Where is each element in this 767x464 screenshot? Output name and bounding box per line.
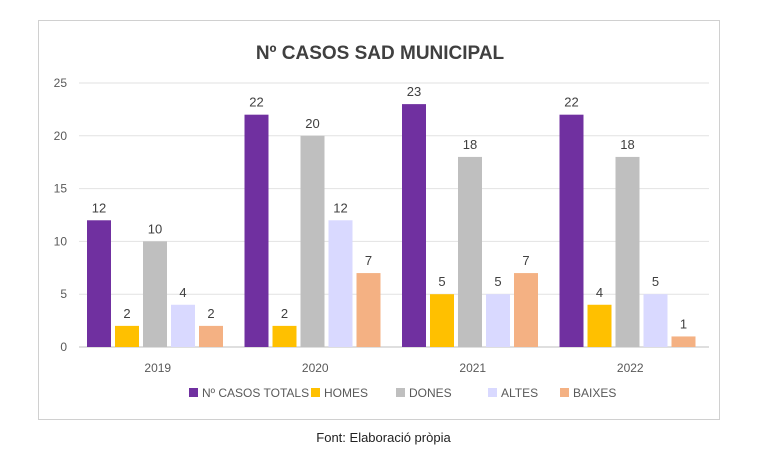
bar: [430, 294, 454, 347]
data-label: 12: [92, 200, 106, 215]
bar: [402, 104, 426, 348]
bar: [115, 325, 139, 347]
data-label: 12: [333, 200, 347, 215]
bar: [328, 220, 353, 347]
legend-label: DONES: [409, 386, 452, 400]
bar: [143, 241, 167, 347]
legend: Nº CASOS TOTALS HOMES DONES ALTES BAIXES: [189, 386, 616, 400]
bar: [272, 325, 297, 347]
data-label: 4: [179, 285, 186, 300]
legend-swatch: [396, 388, 405, 397]
legend-label: Nº CASOS TOTALS: [202, 386, 309, 400]
data-label: 18: [463, 137, 477, 152]
bar: [171, 304, 195, 347]
bar: [458, 156, 482, 347]
bar: [514, 273, 538, 347]
bar: [587, 304, 612, 347]
bar: [199, 325, 223, 347]
data-label: 2: [207, 306, 214, 321]
data-label: 18: [620, 137, 634, 152]
data-label: 2: [281, 306, 288, 321]
data-label: 7: [522, 253, 529, 268]
data-label: 20: [305, 116, 319, 131]
data-label: 10: [148, 221, 162, 236]
data-label: 5: [438, 274, 445, 289]
x-axis: 2019 2020 2021 2022: [144, 361, 644, 375]
data-label: 22: [564, 95, 578, 110]
legend-swatch: [488, 388, 497, 397]
legend-swatch: [560, 388, 569, 397]
bar: [486, 294, 510, 347]
y-tick-label: 0: [60, 340, 67, 354]
x-tick-label: 2020: [302, 361, 329, 375]
bar: [643, 294, 668, 347]
bar: [244, 114, 269, 348]
bars: [87, 104, 696, 348]
source-note: Font: Elaboració pròpia: [316, 430, 451, 445]
x-tick-label: 2022: [617, 361, 644, 375]
chart-title: Nº CASOS SAD MUNICIPAL: [256, 43, 505, 64]
data-label: 4: [596, 285, 603, 300]
bar: [615, 156, 640, 347]
bar: [300, 135, 325, 347]
data-label: 22: [249, 95, 263, 110]
data-label: 23: [407, 84, 421, 99]
y-tick-label: 10: [54, 234, 68, 248]
legend-swatch: [189, 388, 198, 397]
x-tick-label: 2019: [144, 361, 171, 375]
chart-frame: Nº CASOS SAD MUNICIPAL 0 5 10 15 20 25 12 2 10 4…: [38, 20, 720, 420]
data-label: 5: [652, 274, 659, 289]
bar: [559, 114, 584, 348]
bar: [356, 273, 381, 347]
legend-label: BAIXES: [573, 386, 616, 400]
x-tick-label: 2021: [459, 361, 486, 375]
data-label: 2: [123, 306, 130, 321]
y-tick-label: 20: [54, 129, 68, 143]
y-axis: 0 5 10 15 20 25: [54, 76, 68, 354]
legend-label: ALTES: [501, 386, 538, 400]
bar: [87, 220, 111, 347]
y-tick-label: 25: [54, 76, 68, 90]
legend-swatch: [311, 388, 320, 397]
data-label: 5: [494, 274, 501, 289]
data-label: 1: [680, 316, 687, 331]
legend-label: HOMES: [324, 386, 368, 400]
bar: [671, 336, 696, 347]
y-tick-label: 5: [60, 287, 67, 301]
data-label: 7: [365, 253, 372, 268]
y-tick-label: 15: [54, 182, 68, 196]
